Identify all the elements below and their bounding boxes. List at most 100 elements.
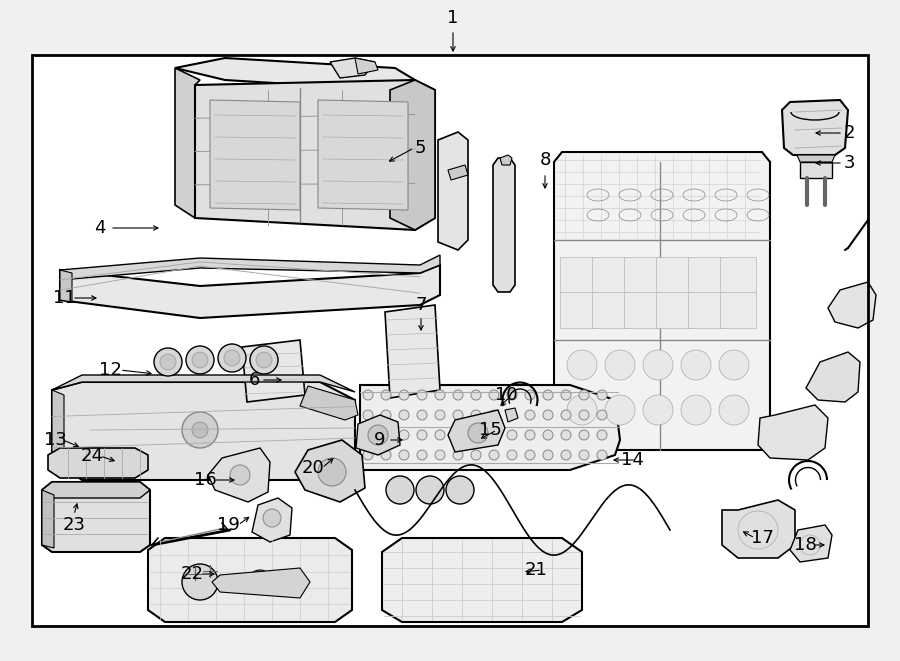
Polygon shape: [330, 58, 375, 78]
Circle shape: [416, 476, 444, 504]
Circle shape: [605, 350, 635, 380]
Polygon shape: [448, 165, 468, 180]
Polygon shape: [300, 386, 358, 420]
Circle shape: [446, 476, 474, 504]
Text: 21: 21: [525, 561, 547, 579]
Circle shape: [525, 410, 535, 420]
Polygon shape: [438, 132, 468, 250]
Circle shape: [543, 430, 553, 440]
Text: 13: 13: [43, 431, 67, 449]
Polygon shape: [806, 352, 860, 402]
Circle shape: [681, 350, 711, 380]
Circle shape: [256, 352, 272, 368]
Circle shape: [643, 350, 673, 380]
Text: 4: 4: [94, 219, 106, 237]
Polygon shape: [592, 257, 628, 293]
Circle shape: [453, 410, 463, 420]
Circle shape: [489, 450, 499, 460]
Circle shape: [525, 390, 535, 400]
Text: 10: 10: [495, 386, 518, 404]
Circle shape: [318, 458, 346, 486]
Circle shape: [489, 390, 499, 400]
Polygon shape: [390, 80, 435, 230]
Polygon shape: [554, 152, 770, 450]
Circle shape: [154, 348, 182, 376]
Polygon shape: [195, 80, 435, 230]
Polygon shape: [300, 450, 358, 475]
Polygon shape: [828, 282, 876, 328]
Circle shape: [453, 450, 463, 460]
Polygon shape: [60, 270, 72, 302]
Polygon shape: [560, 257, 596, 293]
Circle shape: [597, 390, 607, 400]
Circle shape: [182, 564, 218, 600]
Polygon shape: [295, 440, 365, 502]
Text: 23: 23: [62, 516, 86, 534]
Text: 8: 8: [539, 151, 551, 169]
Polygon shape: [656, 292, 692, 328]
Polygon shape: [800, 162, 832, 178]
Polygon shape: [790, 525, 832, 562]
Text: 5: 5: [414, 139, 426, 157]
Circle shape: [543, 450, 553, 460]
Circle shape: [471, 390, 481, 400]
Circle shape: [381, 430, 391, 440]
Circle shape: [567, 395, 597, 425]
Text: 11: 11: [52, 289, 76, 307]
Text: 2: 2: [843, 124, 855, 142]
Circle shape: [399, 390, 409, 400]
Circle shape: [471, 450, 481, 460]
Circle shape: [435, 430, 445, 440]
Circle shape: [192, 352, 208, 368]
Circle shape: [363, 430, 373, 440]
Circle shape: [363, 450, 373, 460]
Text: 12: 12: [99, 361, 122, 379]
Circle shape: [719, 350, 749, 380]
Text: 17: 17: [751, 529, 773, 547]
Text: 18: 18: [794, 536, 816, 554]
Circle shape: [368, 425, 388, 445]
Circle shape: [525, 450, 535, 460]
Text: 20: 20: [302, 459, 324, 477]
Polygon shape: [624, 292, 660, 328]
Circle shape: [597, 430, 607, 440]
Text: 14: 14: [621, 451, 644, 469]
Circle shape: [453, 430, 463, 440]
Polygon shape: [382, 538, 582, 622]
Bar: [32, 55, 868, 626]
Circle shape: [250, 346, 278, 374]
Circle shape: [605, 395, 635, 425]
Polygon shape: [505, 408, 518, 422]
Polygon shape: [758, 405, 828, 460]
Circle shape: [399, 450, 409, 460]
Polygon shape: [210, 100, 300, 210]
Circle shape: [579, 430, 589, 440]
Circle shape: [507, 450, 517, 460]
Polygon shape: [624, 257, 660, 293]
Circle shape: [218, 344, 246, 372]
Circle shape: [468, 423, 488, 443]
Circle shape: [561, 430, 571, 440]
Polygon shape: [720, 257, 756, 293]
Polygon shape: [356, 415, 400, 455]
Circle shape: [230, 465, 250, 485]
Circle shape: [489, 410, 499, 420]
Polygon shape: [656, 257, 692, 293]
Circle shape: [160, 354, 176, 370]
Circle shape: [579, 450, 589, 460]
Polygon shape: [448, 410, 505, 452]
Circle shape: [719, 395, 749, 425]
Circle shape: [453, 390, 463, 400]
Polygon shape: [48, 448, 148, 478]
Circle shape: [381, 410, 391, 420]
Circle shape: [248, 570, 272, 594]
Text: 15: 15: [479, 421, 501, 439]
Polygon shape: [42, 482, 150, 498]
Polygon shape: [60, 255, 440, 280]
Circle shape: [186, 346, 214, 374]
Circle shape: [399, 430, 409, 440]
Bar: [32, 55, 868, 626]
Polygon shape: [355, 58, 378, 74]
Polygon shape: [175, 68, 200, 218]
Circle shape: [579, 390, 589, 400]
